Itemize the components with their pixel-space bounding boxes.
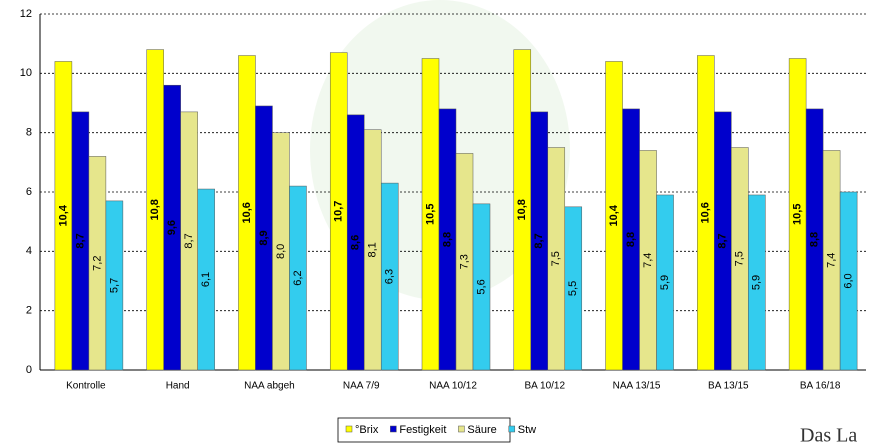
- data-label: 6,3: [384, 269, 396, 284]
- data-label: 7,4: [826, 253, 838, 268]
- data-label: 7,4: [642, 253, 654, 268]
- data-label: 8,8: [809, 232, 821, 247]
- data-label: 8,8: [625, 232, 637, 247]
- legend-swatch: [345, 425, 353, 433]
- bar: [197, 188, 215, 371]
- data-label: 10,4: [608, 204, 620, 226]
- legend-label: Festigkeit: [399, 424, 446, 436]
- data-label: 5,5: [567, 281, 579, 296]
- x-tick-label: NAA 10/12: [429, 381, 477, 392]
- data-label: 7,2: [91, 256, 103, 271]
- y-tick-label: 4: [26, 245, 32, 257]
- x-tick-label: Kontrolle: [66, 381, 106, 392]
- data-label: 7,5: [550, 251, 562, 266]
- data-label: 7,5: [734, 251, 746, 266]
- data-label: 8,6: [350, 235, 362, 250]
- data-label: 10,6: [700, 202, 712, 223]
- legend-swatch: [458, 425, 465, 433]
- data-label: 8,1: [367, 242, 379, 257]
- data-label: 8,7: [533, 233, 545, 248]
- x-tick-label: NAA 13/15: [613, 381, 661, 392]
- data-label: 10,8: [149, 199, 161, 220]
- bar: [656, 194, 674, 371]
- x-tick-label: NAA abgeh: [244, 381, 295, 392]
- x-tick-label: BA 10/12: [524, 381, 565, 392]
- x-tick-label: BA 13/15: [708, 381, 749, 392]
- data-label: 8,7: [74, 233, 86, 248]
- x-tick-label: BA 16/18: [800, 381, 841, 392]
- data-label: 10,7: [333, 201, 345, 222]
- data-label: 10,5: [424, 204, 436, 225]
- data-label: 8,7: [717, 233, 729, 248]
- x-tick-label: Hand: [166, 381, 190, 392]
- data-label: 8,9: [258, 230, 270, 245]
- legend-label: °Brix: [355, 424, 379, 436]
- bar: [839, 191, 858, 371]
- data-label: 5,9: [751, 275, 763, 290]
- y-tick-label: 12: [20, 8, 32, 20]
- x-tick-label: NAA 7/9: [343, 381, 380, 392]
- y-tick-label: 0: [26, 364, 32, 376]
- bar: [380, 182, 399, 371]
- data-label: 10,4: [57, 204, 69, 226]
- data-label: 6,0: [843, 273, 855, 288]
- bar: [289, 185, 307, 371]
- logo-text: Das La: [800, 425, 857, 445]
- data-label: 6,2: [292, 270, 304, 285]
- bar: [105, 200, 124, 371]
- legend-label: Stw: [518, 424, 536, 436]
- y-tick-label: 2: [26, 305, 32, 317]
- data-label: 5,6: [475, 279, 487, 294]
- bar: [472, 203, 491, 371]
- legend-label: Säure: [467, 424, 496, 436]
- legend-swatch: [390, 425, 397, 433]
- y-tick-label: 10: [20, 67, 32, 79]
- y-tick-label: 6: [26, 186, 32, 198]
- bar: [748, 194, 766, 371]
- y-tick-label: 8: [26, 127, 32, 139]
- data-label: 8,8: [441, 232, 453, 247]
- data-label: 8,0: [275, 244, 287, 259]
- data-label: 7,3: [458, 254, 470, 269]
- bar: [564, 206, 583, 371]
- data-label: 9,6: [166, 220, 178, 235]
- data-label: 10,5: [792, 204, 804, 225]
- data-label: 5,9: [659, 275, 671, 290]
- data-label: 10,6: [241, 202, 253, 223]
- legend-swatch: [508, 425, 516, 433]
- data-label: 10,8: [516, 199, 528, 220]
- data-label: 8,7: [183, 233, 195, 248]
- data-label: 5,7: [108, 278, 120, 293]
- data-label: 6,1: [200, 272, 212, 287]
- legend-box: [337, 417, 511, 443]
